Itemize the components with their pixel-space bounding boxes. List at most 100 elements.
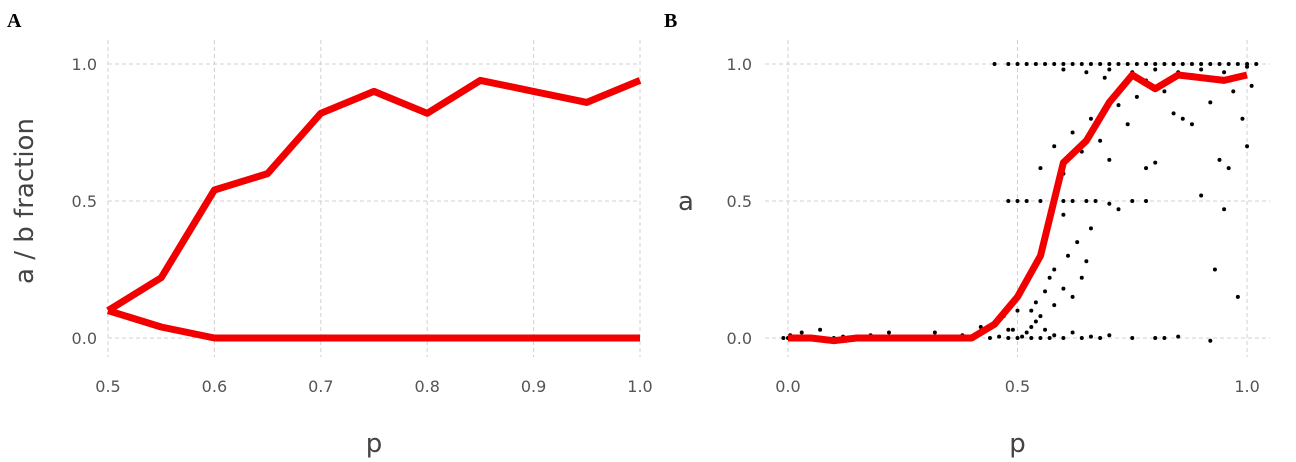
scatter-point <box>1222 207 1227 212</box>
scatter-point <box>1134 94 1139 99</box>
x-axis-title: p <box>366 429 383 459</box>
scatter-point <box>1217 62 1222 66</box>
scatter-point <box>1043 327 1048 332</box>
scatter-point <box>1226 62 1231 66</box>
scatter-point <box>992 62 997 66</box>
scatter-point <box>1029 325 1034 330</box>
y-axis-title: a / b fraction <box>10 118 40 284</box>
x-tick-label: 1.0 <box>1234 377 1259 396</box>
series-line-1 <box>788 71 1248 345</box>
scatter-point <box>1144 199 1149 203</box>
scatter-point <box>1107 62 1112 66</box>
scatter-point <box>1088 334 1093 339</box>
scatter-point <box>1070 130 1075 135</box>
scatter-point <box>886 330 891 335</box>
scatter-point <box>1212 267 1217 272</box>
scatter-point <box>1061 199 1066 203</box>
scatter-point <box>1245 62 1250 66</box>
scatter-point <box>1093 199 1098 203</box>
series-line-2 <box>106 307 640 342</box>
scatter-point <box>1180 62 1185 66</box>
scatter-point <box>1171 62 1176 66</box>
scatter-point <box>1070 199 1075 203</box>
scatter-point <box>1180 116 1185 121</box>
panel-b: B 0.0 0.5 1.0 0.0 0.5 1.0 p a <box>664 10 1270 459</box>
scatter-point <box>1245 144 1250 149</box>
scatter-point <box>1070 62 1075 66</box>
x-tick-label: 0.0 <box>775 377 800 396</box>
scatter-point <box>1176 334 1181 339</box>
scatter-point <box>1107 67 1112 72</box>
scatter-point <box>1024 330 1029 335</box>
scatter-point <box>1070 330 1075 335</box>
scatter-point <box>1116 103 1121 108</box>
scatter-point <box>1015 199 1020 203</box>
scatter-point <box>1144 166 1149 171</box>
scatter-point <box>1006 199 1011 203</box>
scatter-point <box>1061 62 1066 66</box>
x-tick-label: 0.8 <box>414 377 439 396</box>
scatter-point <box>1079 336 1084 340</box>
scatter-point <box>1245 64 1250 69</box>
scatter-point <box>932 330 937 335</box>
y-axis-title: a <box>678 187 694 217</box>
scatter-point <box>1015 308 1020 313</box>
scatter-point <box>1208 62 1213 66</box>
scatter-point <box>1047 275 1052 280</box>
scatter-point <box>1235 62 1240 66</box>
x-tick-label: 0.7 <box>308 377 333 396</box>
scatter-point <box>1079 275 1084 280</box>
scatter-point <box>1249 83 1254 88</box>
scatter-point <box>1038 199 1043 203</box>
scatter-point <box>1107 333 1112 338</box>
scatter-point <box>1061 336 1066 340</box>
scatter-point <box>1070 294 1075 299</box>
scatter-point <box>1061 286 1066 291</box>
scatter-point <box>1033 62 1038 66</box>
scatter-point <box>1226 166 1231 171</box>
scatter-point <box>1153 62 1158 66</box>
scatter-point <box>1162 89 1167 94</box>
scatter-point <box>1038 336 1043 340</box>
scatter-point <box>1010 327 1015 332</box>
scatter-point <box>1061 67 1066 72</box>
scatter-point <box>1052 62 1057 66</box>
scatter-point <box>1052 333 1057 338</box>
scatter-point <box>1125 62 1130 66</box>
y-tick-label: 1.0 <box>72 55 97 74</box>
scatter-point <box>1130 336 1135 340</box>
scatter-point <box>1134 62 1139 66</box>
panel-a: A 0.5 0.6 0.7 0.8 0.9 1.0 0.0 0.5 1.0 p a / b fract… <box>7 10 653 459</box>
scatter-point <box>1038 166 1043 171</box>
scatter-point <box>1235 294 1240 299</box>
scatter-point <box>1153 336 1158 340</box>
scatter-point <box>1162 62 1167 66</box>
scatter-point <box>1052 267 1057 272</box>
x-tick-label: 0.6 <box>202 377 227 396</box>
scatter-point <box>1052 303 1057 308</box>
scatter-point <box>1006 62 1011 66</box>
scatter-point <box>1199 62 1204 66</box>
scatter-point <box>781 336 786 340</box>
scatter-point <box>1208 100 1213 105</box>
scatter-point <box>1088 226 1093 231</box>
scatter-points <box>781 62 1259 343</box>
scatter-point <box>1098 336 1103 340</box>
scatter-point <box>1116 62 1121 66</box>
y-tick-label: 0.5 <box>727 192 752 211</box>
y-tick-label: 0.0 <box>72 329 97 348</box>
scatter-point <box>1199 67 1204 72</box>
scatter-point <box>1116 207 1121 212</box>
scatter-point <box>1153 67 1158 72</box>
scatter-point <box>1066 253 1070 258</box>
scatter-point <box>1024 62 1029 66</box>
scatter-point <box>1107 157 1112 162</box>
scatter-point <box>1079 62 1084 66</box>
scatter-point <box>1084 70 1089 75</box>
scatter-point <box>1231 89 1236 94</box>
scatter-point <box>1047 336 1052 340</box>
scatter-point <box>1189 62 1194 66</box>
scatter-point <box>1015 62 1020 66</box>
scatter-point <box>1084 199 1089 203</box>
scatter-point <box>997 334 1002 339</box>
